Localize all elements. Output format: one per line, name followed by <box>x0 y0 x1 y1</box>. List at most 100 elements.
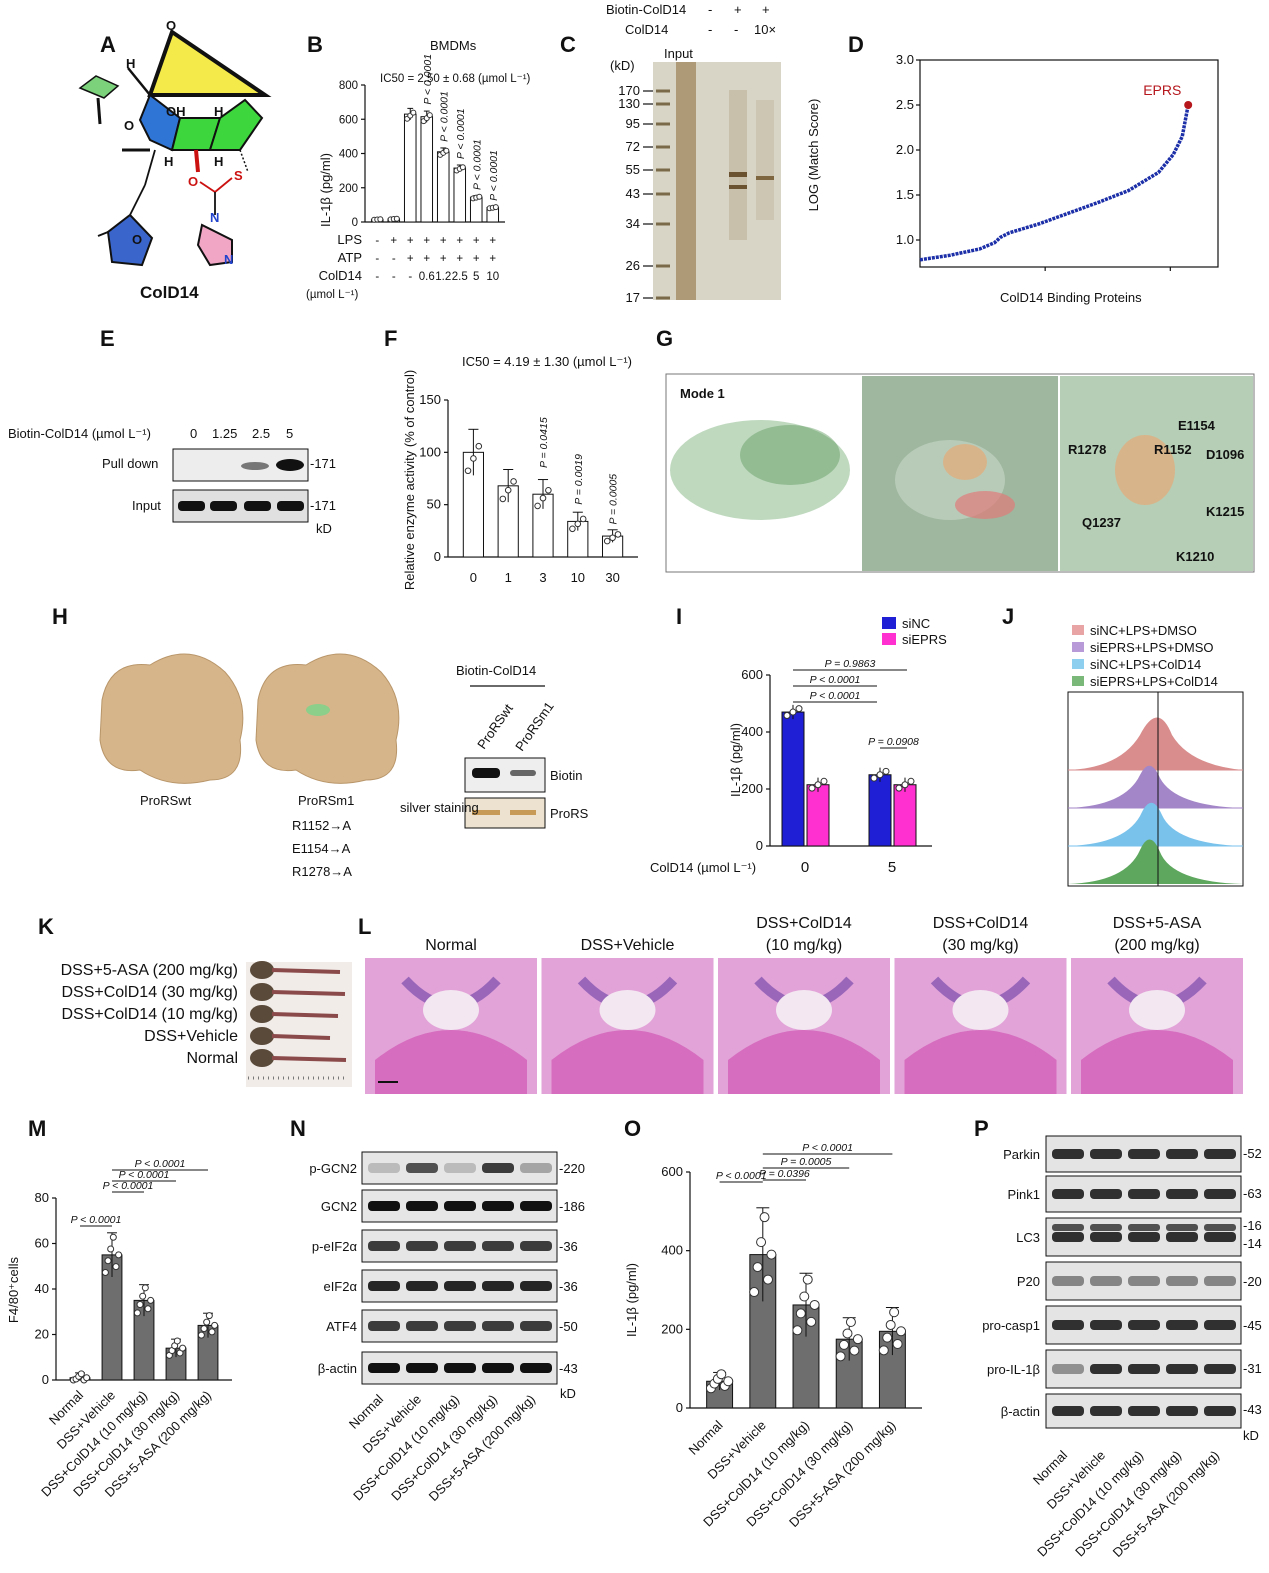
image-title: DSS+5-ASA <box>1113 915 1202 932</box>
mw-marker: 130 <box>618 96 640 111</box>
band <box>368 1241 400 1251</box>
band <box>1204 1149 1236 1159</box>
data-point <box>426 112 433 119</box>
band <box>406 1201 438 1211</box>
data-point <box>795 705 803 713</box>
legend-swatch <box>1072 676 1084 686</box>
panel-label-b: B <box>307 32 323 57</box>
data-point <box>208 1328 216 1336</box>
band <box>1128 1320 1160 1330</box>
bar <box>806 784 830 847</box>
row-label: β-actin <box>318 1361 357 1376</box>
marker-band <box>656 264 670 268</box>
row-label: Pink1 <box>1007 1187 1040 1202</box>
mw-label: -43 <box>559 1361 578 1376</box>
data-point <box>83 1374 91 1382</box>
data-point <box>107 1245 115 1253</box>
group-label: 5 <box>888 859 896 876</box>
data-point <box>112 1263 120 1271</box>
band <box>444 1201 476 1211</box>
data-point <box>377 216 384 223</box>
mw-marker: 95 <box>626 116 640 131</box>
band <box>482 1201 514 1211</box>
x-tick-label: Normal <box>685 1417 725 1457</box>
chart-title: BMDMs <box>430 38 477 53</box>
data-point <box>885 1319 896 1330</box>
y-tick-label: 40 <box>35 1281 49 1296</box>
legend-label: siEPRS+LPS+DMSO <box>1090 640 1214 655</box>
table-cell: + <box>423 253 430 265</box>
data-point <box>878 1345 889 1356</box>
data-point <box>809 1299 820 1310</box>
band <box>210 501 237 511</box>
band <box>1090 1149 1122 1159</box>
highlight-point <box>1184 101 1193 109</box>
data-point <box>799 1291 810 1302</box>
data-point <box>806 1316 817 1327</box>
kd-label: kD <box>560 1386 576 1401</box>
lane-label: ProRSwt <box>474 701 516 752</box>
atom-label: H <box>126 56 135 71</box>
image-title: (200 mg/kg) <box>1114 937 1199 954</box>
band <box>406 1241 438 1251</box>
ester-bond-2 <box>199 181 216 193</box>
atom-label: O <box>132 232 142 247</box>
data-point <box>876 771 884 779</box>
mucosa-layer <box>904 1030 1057 1094</box>
atom-label: OH <box>166 104 186 119</box>
image-title: Normal <box>425 937 477 954</box>
y-tick-label: 60 <box>35 1236 49 1251</box>
data-point <box>410 109 417 116</box>
band <box>1128 1276 1160 1286</box>
band <box>482 1281 514 1291</box>
residue-label: K1215 <box>1206 504 1244 519</box>
band <box>1052 1232 1084 1242</box>
panel-label-a: A <box>100 32 116 57</box>
band <box>1052 1406 1084 1416</box>
band <box>1166 1276 1198 1286</box>
bar <box>893 784 917 847</box>
bar <box>403 113 417 223</box>
row-label: ColD14 <box>319 268 362 283</box>
panel-e: E Biotin-ColD14 (µmol L⁻¹) 0 1.25 2.5 5 … <box>8 326 336 536</box>
mw-label: -220 <box>559 1161 585 1176</box>
group-label: DSS+Vehicle <box>144 1028 238 1045</box>
image-title: DSS+ColD14 <box>756 915 852 932</box>
panel-k: K DSS+5-ASA (200 mg/kg) DSS+ColD14 (30 m… <box>38 914 352 1087</box>
band <box>1204 1406 1236 1416</box>
table-cell: - <box>375 253 379 265</box>
band <box>1204 1189 1236 1199</box>
row-label: ATP <box>338 250 362 265</box>
mw-label: -36 <box>559 1239 578 1254</box>
residue-label: K1210 <box>1176 549 1214 564</box>
p-value: P < 0.0001 <box>455 108 467 159</box>
band <box>178 501 205 511</box>
legend-swatch <box>1072 659 1084 669</box>
mw-label: -14 <box>1243 1236 1262 1251</box>
p-value: P < 0.0001 <box>135 1158 186 1170</box>
data-point <box>475 442 483 450</box>
panel-h: H ProRSwt ProRSm1 R1152→A E1154→A R1278→… <box>52 604 589 879</box>
chart-i-plot: 0 200 400 600 0 5 P = 0.9863 P < 0.0001 P < 0.00… <box>741 658 932 876</box>
data-point <box>574 520 582 528</box>
mucosa-layer <box>1081 1030 1233 1094</box>
band <box>510 770 536 776</box>
table-cell: - <box>375 235 379 247</box>
y-tick-label: 400 <box>339 149 358 161</box>
data-point <box>393 215 400 222</box>
p-value: P = 0.9863 <box>825 658 876 670</box>
mw-label: -63 <box>1243 1186 1262 1201</box>
lane-2 <box>729 90 747 240</box>
band <box>1052 1276 1084 1286</box>
silver-gel <box>653 62 781 300</box>
panel-label-j: J <box>1002 604 1014 629</box>
unit-label: (µmol L⁻¹) <box>306 289 358 301</box>
band <box>1090 1276 1122 1286</box>
row-label: P20 <box>1017 1274 1040 1289</box>
band <box>368 1201 400 1211</box>
panel-label-c: C <box>560 32 576 57</box>
panel-label-l: L <box>358 914 371 939</box>
mucosa-layer <box>728 1030 880 1094</box>
marker-band <box>656 89 670 93</box>
p-value: P < 0.0001 <box>716 1170 767 1182</box>
